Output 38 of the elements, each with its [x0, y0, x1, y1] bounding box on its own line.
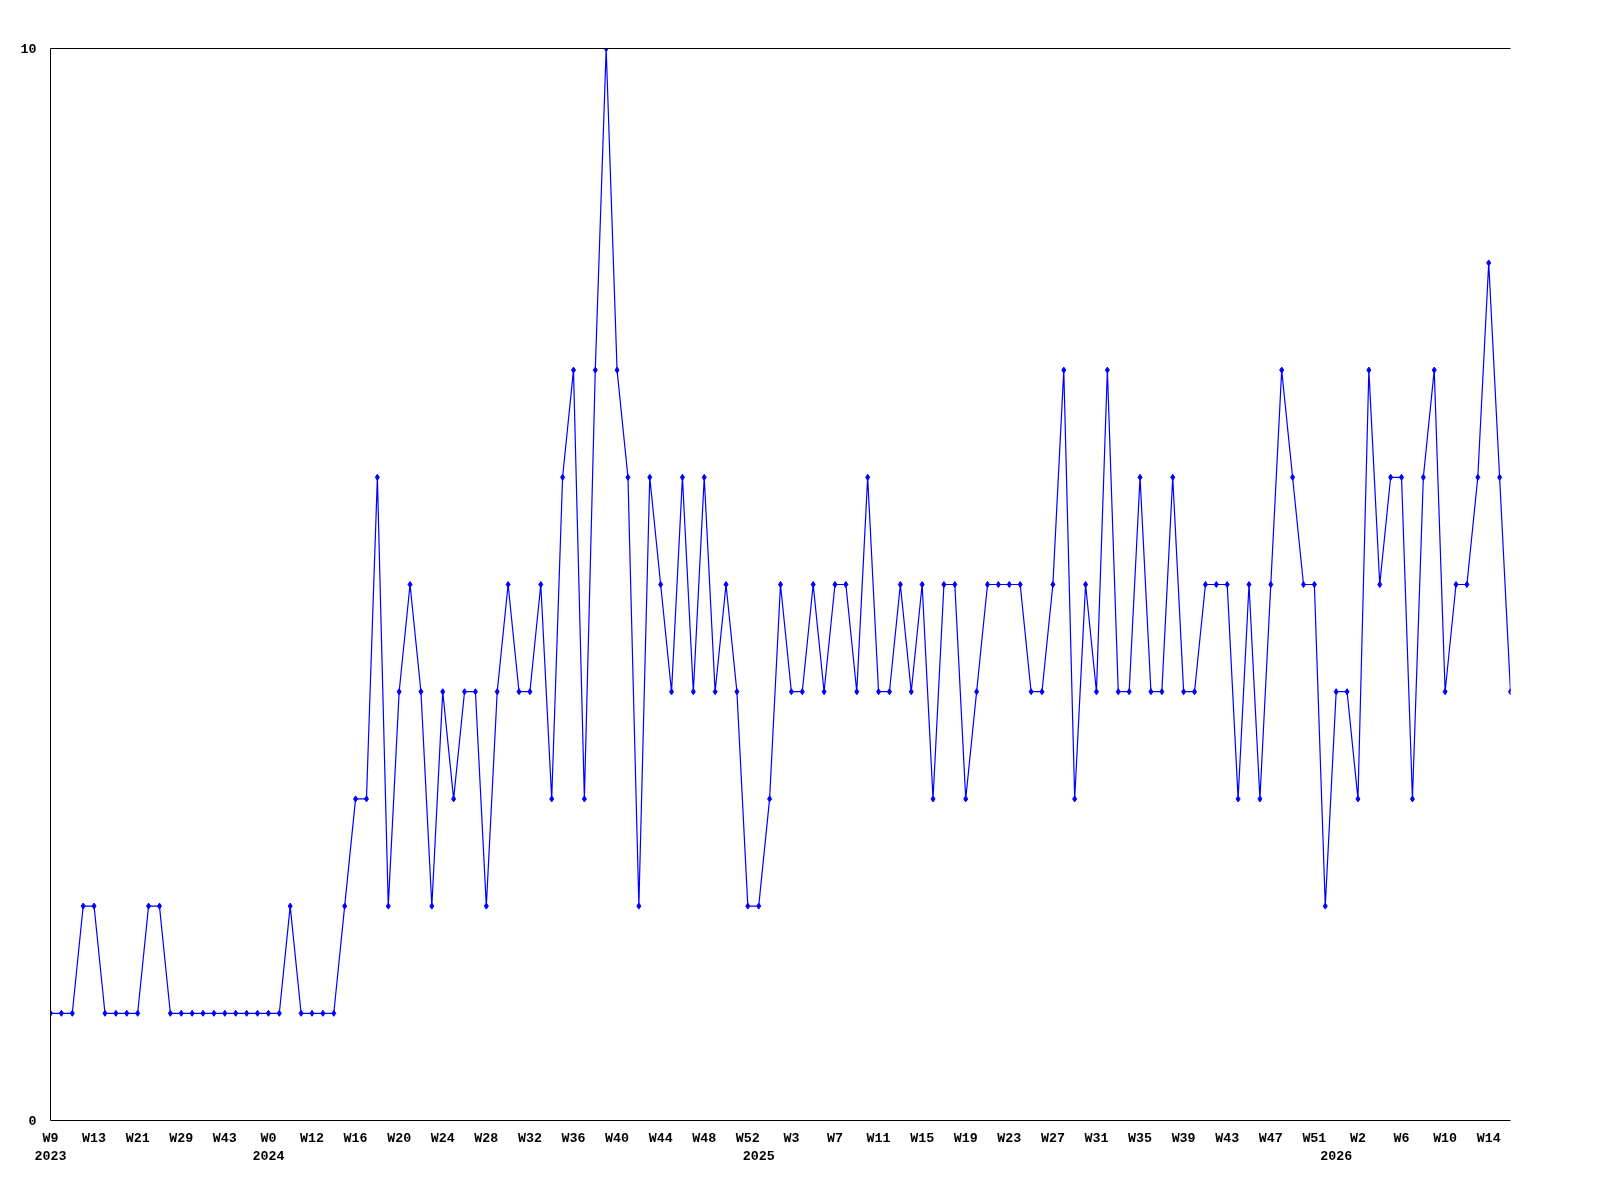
x-tick-label: W0 2024 — [252, 1130, 285, 1164]
x-tick-label: W21 — [125, 1130, 150, 1146]
x-tick-label: W23 — [997, 1130, 1022, 1146]
x-tick-label: W31 — [1084, 1130, 1109, 1146]
x-tick-label: W14 — [1476, 1130, 1501, 1146]
x-tick-label: W27 — [1040, 1130, 1065, 1146]
x-tick-label: W7 — [826, 1130, 843, 1146]
x-tick-label: W20 — [387, 1130, 412, 1146]
x-tick-label: W12 — [300, 1130, 324, 1146]
x-tick-label: W51 — [1302, 1130, 1327, 1146]
x-tick-label: 2025 — [742, 1148, 775, 1164]
x-tick-label: W52 — [735, 1130, 760, 1146]
x-tick-label: W44 — [648, 1130, 673, 1146]
x-tick-label: W19 — [953, 1130, 978, 1146]
x-tick-label: W40 — [605, 1130, 630, 1146]
x-tick-label: W43 — [212, 1130, 237, 1146]
x-tick-label: W10 — [1433, 1130, 1458, 1146]
x-tick-label: W24 — [430, 1130, 455, 1146]
x-tick-label: W16 — [343, 1130, 368, 1146]
x-tick-label: W28 — [474, 1130, 499, 1146]
x-tick-label: W36 — [561, 1130, 586, 1146]
x-tick-label: W6 — [1393, 1130, 1410, 1146]
x-tick-label: W13 — [82, 1130, 107, 1146]
x-tick-label: W3 — [783, 1130, 800, 1146]
x-tick-label: W11 — [866, 1130, 891, 1146]
x-tick-label: W48 — [692, 1130, 717, 1146]
x-tick-label: W47 — [1258, 1130, 1283, 1146]
x-tick-label: W39 — [1171, 1130, 1196, 1146]
y-tick-label: 10 — [20, 42, 37, 57]
x-tick-label: W43 — [1215, 1130, 1240, 1146]
x-tick-label: W35 — [1128, 1130, 1153, 1146]
x-tick-label: W29 — [169, 1130, 194, 1146]
x-tick-label: W15 — [910, 1130, 935, 1146]
x-tick-label: W2 — [1349, 1130, 1366, 1146]
x-tick-label: 2026 — [1320, 1148, 1353, 1164]
y-tick-label: 0 — [28, 1114, 37, 1129]
x-tick-label: W9 2023 — [34, 1130, 67, 1164]
x-tick-label: W32 — [517, 1130, 542, 1146]
